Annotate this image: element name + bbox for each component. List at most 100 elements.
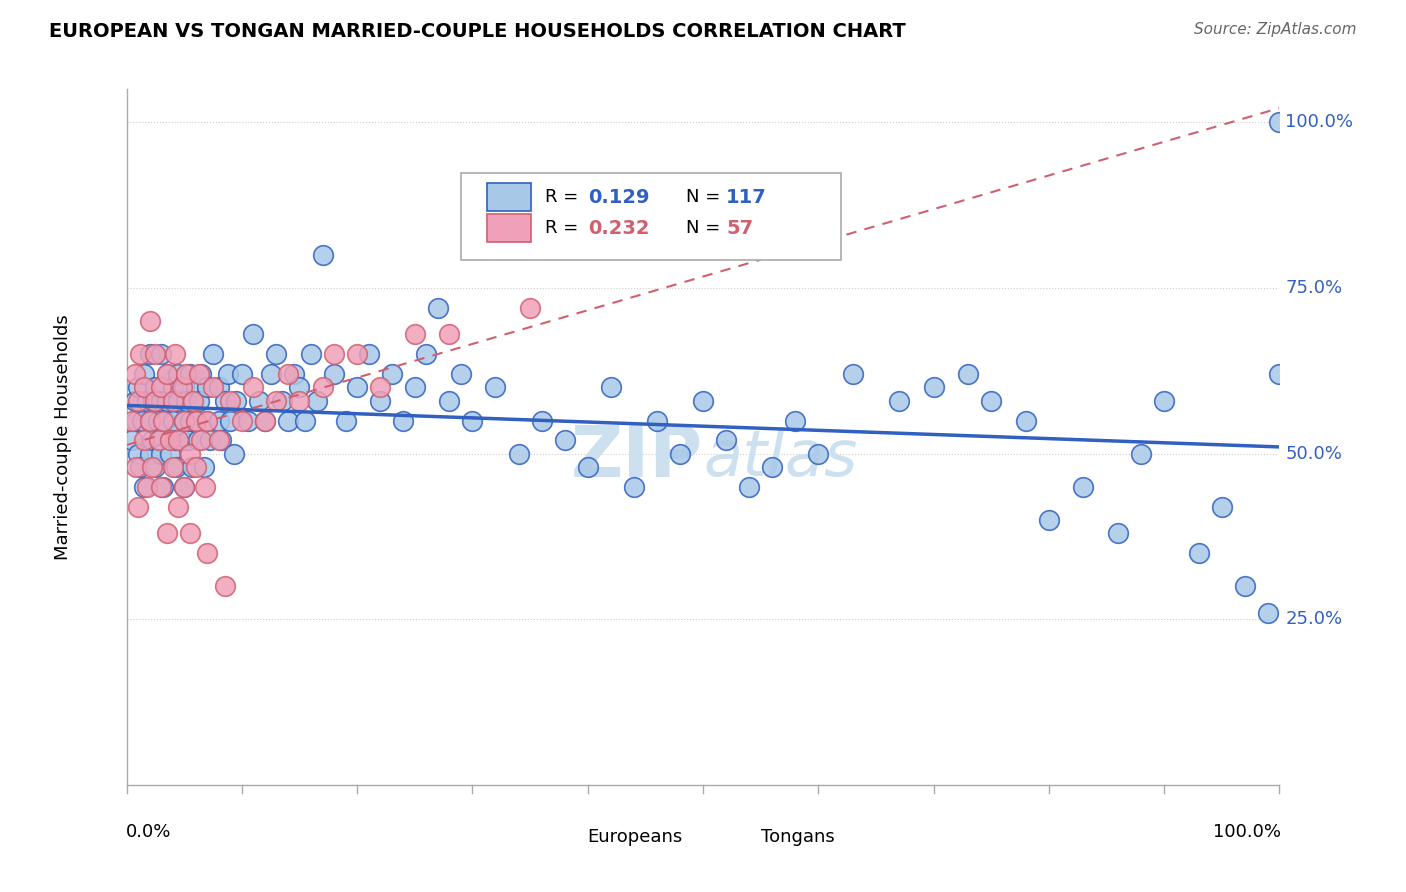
Point <box>195 546 218 560</box>
Point <box>311 248 333 262</box>
Point <box>214 579 236 593</box>
Point <box>404 380 426 394</box>
Point <box>323 367 346 381</box>
Point <box>195 413 218 427</box>
Point <box>807 447 830 461</box>
Point <box>714 434 737 448</box>
Point <box>980 393 1002 408</box>
Point <box>198 434 221 448</box>
Point <box>277 367 299 381</box>
Point <box>842 367 865 381</box>
Point <box>188 393 211 408</box>
Point <box>170 380 193 394</box>
Point <box>136 393 159 408</box>
Point <box>1268 115 1291 129</box>
Text: 25.0%: 25.0% <box>1285 610 1343 628</box>
Point <box>1015 413 1038 427</box>
Text: 0.129: 0.129 <box>588 187 650 207</box>
Point <box>156 367 179 381</box>
Point <box>179 367 201 381</box>
Point <box>132 434 155 448</box>
Point <box>209 434 232 448</box>
Point <box>519 301 541 315</box>
Point <box>156 526 179 541</box>
Point <box>150 380 173 394</box>
Point <box>450 367 472 381</box>
Point <box>127 380 149 394</box>
Point <box>138 413 160 427</box>
Point <box>153 413 176 427</box>
Point <box>176 434 198 448</box>
Point <box>141 434 163 448</box>
Point <box>176 393 198 408</box>
Point <box>190 434 212 448</box>
Point <box>311 380 333 394</box>
Point <box>288 380 311 394</box>
Point <box>129 459 152 474</box>
Point <box>236 413 259 427</box>
Point <box>124 393 146 408</box>
Point <box>346 347 368 361</box>
Point <box>922 380 945 394</box>
Text: 0.232: 0.232 <box>588 219 650 238</box>
Point <box>208 380 231 394</box>
Text: 0.0%: 0.0% <box>125 823 170 841</box>
Text: 57: 57 <box>725 219 754 238</box>
Point <box>187 434 209 448</box>
Point <box>1153 393 1175 408</box>
FancyBboxPatch shape <box>488 183 531 211</box>
Point <box>184 459 207 474</box>
Point <box>253 413 276 427</box>
Point <box>346 380 368 394</box>
Point <box>195 380 218 394</box>
Point <box>193 459 215 474</box>
Point <box>162 413 184 427</box>
Point <box>1233 579 1256 593</box>
Point <box>253 413 276 427</box>
Point <box>167 393 190 408</box>
Point <box>179 447 201 461</box>
Point <box>184 380 207 394</box>
Point <box>132 380 155 394</box>
Point <box>202 347 225 361</box>
Point <box>266 393 288 408</box>
Point <box>145 380 166 394</box>
Point <box>170 434 193 448</box>
FancyBboxPatch shape <box>488 214 531 243</box>
Point <box>183 393 205 408</box>
Point <box>131 413 153 427</box>
Point <box>208 434 231 448</box>
Point <box>173 480 195 494</box>
Text: N =: N = <box>686 188 725 206</box>
Point <box>1188 546 1211 560</box>
Point <box>152 413 174 427</box>
Point <box>138 413 160 427</box>
Point <box>125 459 148 474</box>
Text: atlas: atlas <box>703 427 858 489</box>
Point <box>266 347 288 361</box>
Point <box>173 480 195 494</box>
Point <box>167 500 190 514</box>
FancyBboxPatch shape <box>461 173 841 260</box>
Text: ZIP: ZIP <box>571 424 703 492</box>
Point <box>214 393 236 408</box>
Point <box>127 393 149 408</box>
Point <box>138 347 160 361</box>
Point <box>125 413 148 427</box>
Point <box>323 347 346 361</box>
Point <box>162 393 184 408</box>
Point <box>176 367 198 381</box>
Point <box>167 434 190 448</box>
Point <box>222 447 245 461</box>
Point <box>623 480 645 494</box>
Text: 75.0%: 75.0% <box>1285 279 1343 297</box>
FancyBboxPatch shape <box>530 823 574 851</box>
Point <box>142 393 165 408</box>
Point <box>247 393 270 408</box>
Point <box>294 413 316 427</box>
Point <box>156 393 179 408</box>
Point <box>277 413 299 427</box>
Point <box>1257 606 1279 620</box>
Point <box>181 459 204 474</box>
Point <box>127 447 149 461</box>
